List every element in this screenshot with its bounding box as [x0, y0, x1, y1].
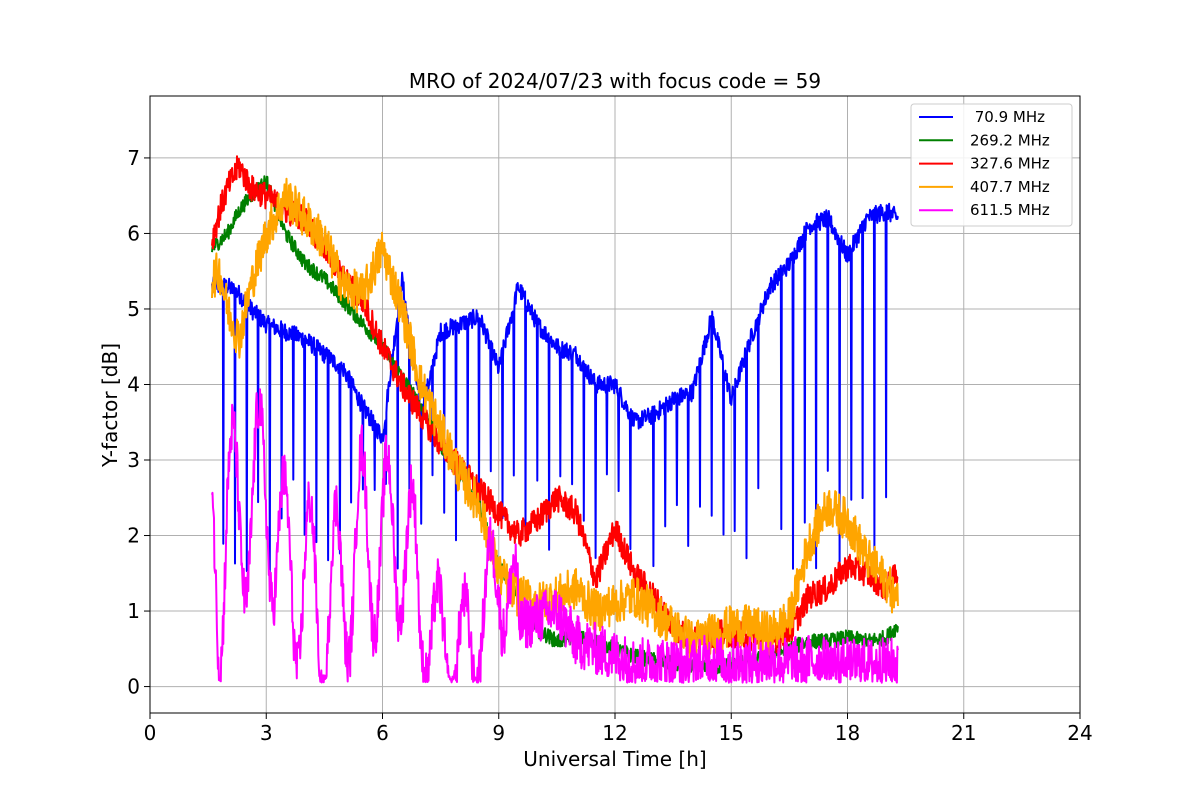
y-tick-label: 1	[127, 599, 140, 623]
series-line	[211, 175, 899, 676]
y-tick-label: 0	[127, 675, 140, 699]
legend-entry: 327.6 MHz	[970, 155, 1050, 173]
series-line	[211, 177, 899, 660]
y-tick-label: 7	[127, 146, 140, 170]
chart-title: MRO of 2024/07/23 with focus code = 59	[409, 69, 821, 93]
legend-entry: 407.7 MHz	[970, 178, 1050, 196]
x-tick-label: 15	[719, 721, 744, 745]
series-layer	[211, 155, 899, 684]
y-axis: 0 1 2 3 4 5 6 7	[127, 146, 150, 699]
x-axis: 0 3 6 9 12 15 18 21 24	[144, 713, 1093, 745]
legend-entry: 611.5 MHz	[970, 201, 1050, 219]
x-tick-label: 24	[1067, 721, 1092, 745]
legend-entry: 269.2 MHz	[970, 131, 1050, 149]
y-tick-label: 5	[127, 297, 140, 321]
y-axis-label: Y-factor [dB]	[98, 343, 122, 468]
x-tick-label: 9	[492, 721, 505, 745]
x-tick-label: 0	[144, 721, 157, 745]
series-line	[211, 388, 899, 684]
y-tick-label: 3	[127, 448, 140, 472]
legend: 70.9 MHz 269.2 MHz 327.6 MHz 407.7 MHz 611.5…	[910, 103, 1073, 227]
y-tick-label: 4	[127, 372, 140, 396]
x-tick-label: 18	[835, 721, 860, 745]
legend-box	[910, 103, 1073, 227]
x-axis-label: Universal Time [h]	[523, 747, 706, 771]
y-tick-label: 2	[127, 524, 140, 548]
series-line	[211, 202, 899, 574]
legend-entry: 70.9 MHz	[970, 108, 1045, 126]
x-tick-label: 21	[951, 721, 976, 745]
y-tick-label: 6	[127, 221, 140, 245]
x-tick-label: 3	[260, 721, 273, 745]
x-tick-label: 12	[602, 721, 627, 745]
x-tick-label: 6	[376, 721, 389, 745]
